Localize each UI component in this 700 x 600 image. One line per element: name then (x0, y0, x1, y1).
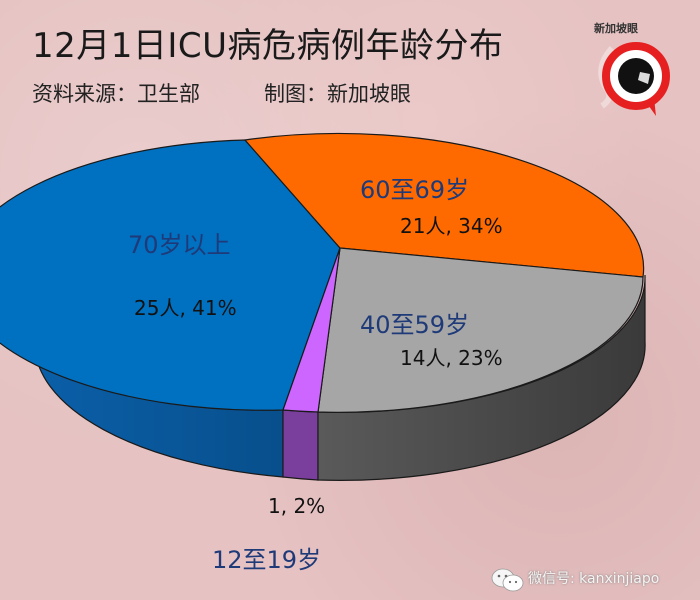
label-70plus-category: 70岁以上 (128, 231, 231, 259)
label-12to19-category: 12至19岁 (212, 546, 322, 574)
slice-12to19 (282, 247, 341, 413)
label-60to69-category: 60至69岁 (360, 176, 470, 204)
label-40to59-value: 14人, 23% (400, 346, 503, 370)
slice-70plus (0, 139, 341, 411)
eye-icon (598, 42, 670, 116)
slice-side-12to19 (282, 409, 319, 481)
label-12to19-value: 1, 2% (268, 494, 326, 518)
wechat-icon (491, 568, 524, 592)
label-70plus-value: 25人, 41% (134, 296, 237, 320)
chart-title: 12月1日ICU病危病例年龄分布 (32, 26, 504, 66)
slice-40to59 (317, 247, 644, 413)
slice-60to69 (243, 132, 645, 278)
logo-text: 新加坡眼 (594, 22, 638, 35)
label-40to59-category: 40至59岁 (360, 311, 470, 339)
label-60to69-value: 21人, 34% (400, 214, 503, 238)
chart-maker: 制图：新加坡眼 (264, 82, 411, 106)
data-source: 资料来源：卫生部 (32, 82, 200, 106)
wechat-id: 微信号: kanxinjiapo (528, 571, 660, 587)
